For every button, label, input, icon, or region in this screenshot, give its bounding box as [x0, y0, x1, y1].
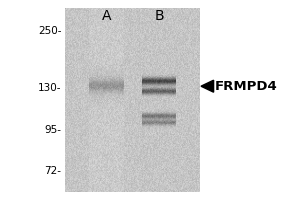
Text: 72-: 72-	[44, 166, 62, 176]
Text: 95-: 95-	[44, 125, 62, 135]
Text: A: A	[102, 9, 111, 23]
Polygon shape	[201, 80, 214, 92]
Text: FRMPD4: FRMPD4	[214, 80, 277, 93]
Text: B: B	[154, 9, 164, 23]
Text: 130-: 130-	[38, 83, 62, 93]
Text: 250-: 250-	[38, 26, 62, 36]
